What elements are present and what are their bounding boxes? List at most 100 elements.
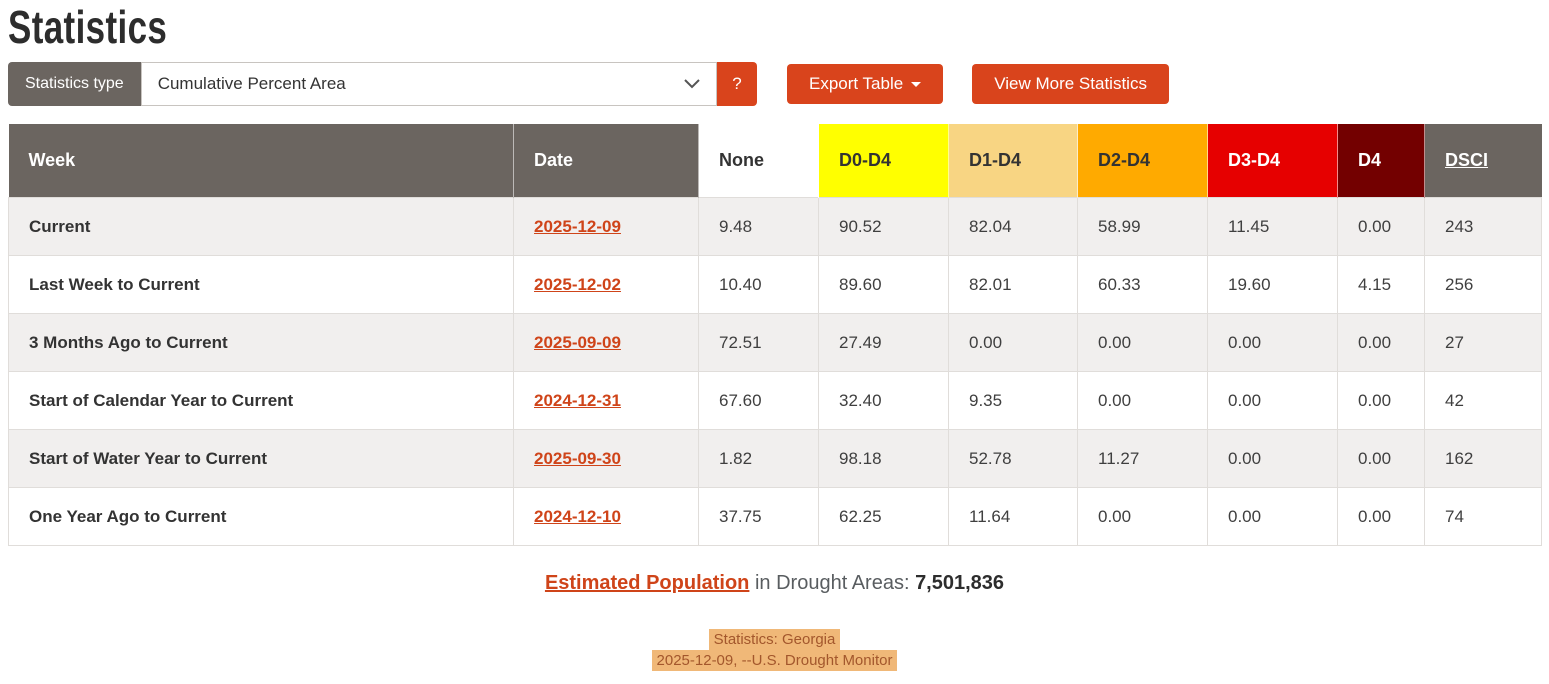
column-header-d4: D4 [1337,124,1425,198]
page-title-text: Statistics [8,1,168,53]
week-cell: Start of Calendar Year to Current [8,371,514,430]
column-header-dsci: DSCI [1424,124,1542,198]
value-cell: 82.01 [948,255,1078,314]
value-cell: 72.51 [698,313,819,372]
value-cell: 0.00 [1337,197,1425,256]
week-cell: Last Week to Current [8,255,514,314]
value-cell: 89.60 [818,255,949,314]
value-cell: 0.00 [1077,487,1208,546]
population-line: Estimated Population in Drought Areas: 7… [8,572,1541,595]
statistics-page: Statistics Statistics type Cumulative Pe… [0,4,1549,671]
value-cell: 0.00 [1207,429,1338,488]
value-cell: 0.00 [1077,371,1208,430]
date-cell: 2025-12-09 [513,197,699,256]
date-cell: 2025-09-09 [513,313,699,372]
value-cell: 32.40 [818,371,949,430]
value-cell: 0.00 [1337,313,1425,372]
chevron-down-icon [684,79,700,89]
value-cell: 82.04 [948,197,1078,256]
view-more-statistics-button[interactable]: View More Statistics [972,64,1169,104]
column-header-d3-d4: D3-D4 [1207,124,1338,198]
week-cell: One Year Ago to Current [8,487,514,546]
value-cell: 27 [1424,313,1542,372]
help-button[interactable]: ? [717,62,757,106]
value-cell: 0.00 [1337,429,1425,488]
value-cell: 0.00 [948,313,1078,372]
value-cell: 1.82 [698,429,819,488]
footer-note: Statistics: Georgia 2025-12-09, --U.S. D… [8,629,1541,671]
statistics-table-head: Week Date None D0-D4 D1-D4 D2-D4 D3-D4 D4 DSCI [8,124,1542,198]
table-row: Start of Calendar Year to Current 2024-12… [8,371,1542,430]
column-header-none: None [698,124,819,198]
value-cell: 162 [1424,429,1542,488]
value-cell: 0.00 [1337,371,1425,430]
table-row: Start of Water Year to Current 2025-09-30… [8,429,1542,488]
header-row: Week Date None D0-D4 D1-D4 D2-D4 D3-D4 D4 DSCI [8,124,1542,198]
statistics-table-body: Current 2025-12-09 9.48 90.52 82.04 58.99 11.4… [8,197,1542,546]
estimated-population-link[interactable]: Estimated Population [544,572,750,594]
value-cell: 0.00 [1207,487,1338,546]
table-row: Last Week to Current 2025-12-02 10.40 89.60… [8,255,1542,314]
value-cell: 62.25 [818,487,949,546]
value-cell: 58.99 [1077,197,1208,256]
value-cell: 90.52 [818,197,949,256]
week-cell: 3 Months Ago to Current [8,313,514,372]
value-cell: 37.75 [698,487,819,546]
value-cell: 60.33 [1077,255,1208,314]
column-header-date: Date [513,124,699,198]
value-cell: 4.15 [1337,255,1425,314]
dsci-link[interactable]: DSCI [1445,150,1489,170]
export-table-button[interactable]: Export Table [787,64,944,104]
value-cell: 19.60 [1207,255,1338,314]
date-cell: 2025-09-30 [513,429,699,488]
footer-line-1: Statistics: Georgia [708,629,841,650]
value-cell: 98.18 [818,429,949,488]
value-cell: 0.00 [1207,371,1338,430]
value-cell: 9.48 [698,197,819,256]
value-cell: 0.00 [1207,313,1338,372]
table-row: Current 2025-12-09 9.48 90.52 82.04 58.99 11.4… [8,197,1542,256]
column-header-d2-d4: D2-D4 [1077,124,1208,198]
date-cell: 2025-12-02 [513,255,699,314]
date-link[interactable]: 2025-12-09 [534,216,621,236]
population-value: 7,501,836 [915,572,1005,594]
statistics-type-group: Statistics type Cumulative Percent Area … [8,62,757,106]
export-table-label: Export Table [809,74,904,93]
value-cell: 27.49 [818,313,949,372]
statistics-table: Week Date None D0-D4 D1-D4 D2-D4 D3-D4 D4 DSCI C… [8,124,1542,546]
statistics-type-value: Cumulative Percent Area [157,74,346,93]
table-row: One Year Ago to Current 2024-12-10 37.75 62… [8,487,1542,546]
value-cell: 11.45 [1207,197,1338,256]
date-link[interactable]: 2024-12-31 [534,390,621,410]
page-title: Statistics [8,4,1541,50]
value-cell: 10.40 [698,255,819,314]
value-cell: 74 [1424,487,1542,546]
statistics-type-label: Statistics type [8,62,141,106]
column-header-week: Week [8,124,514,198]
date-link[interactable]: 2025-09-30 [534,448,621,468]
date-link[interactable]: 2024-12-10 [534,506,621,526]
week-cell: Start of Water Year to Current [8,429,514,488]
population-middle-text: in Drought Areas: [754,572,910,594]
value-cell: 52.78 [948,429,1078,488]
value-cell: 0.00 [1077,313,1208,372]
value-cell: 11.27 [1077,429,1208,488]
week-cell: Current [8,197,514,256]
value-cell: 243 [1424,197,1542,256]
value-cell: 67.60 [698,371,819,430]
footer-line-2: 2025-12-09, --U.S. Drought Monitor [651,650,898,671]
table-row: 3 Months Ago to Current 2025-09-09 72.51 27… [8,313,1542,372]
date-cell: 2024-12-31 [513,371,699,430]
value-cell: 256 [1424,255,1542,314]
date-link[interactable]: 2025-09-09 [534,332,621,352]
date-link[interactable]: 2025-12-02 [534,274,621,294]
value-cell: 9.35 [948,371,1078,430]
column-header-d0-d4: D0-D4 [818,124,949,198]
column-header-d1-d4: D1-D4 [948,124,1078,198]
controls-row: Statistics type Cumulative Percent Area … [8,62,1541,106]
value-cell: 11.64 [948,487,1078,546]
value-cell: 0.00 [1337,487,1425,546]
statistics-type-select[interactable]: Cumulative Percent Area [140,62,717,106]
date-cell: 2024-12-10 [513,487,699,546]
caret-down-icon [911,82,922,88]
